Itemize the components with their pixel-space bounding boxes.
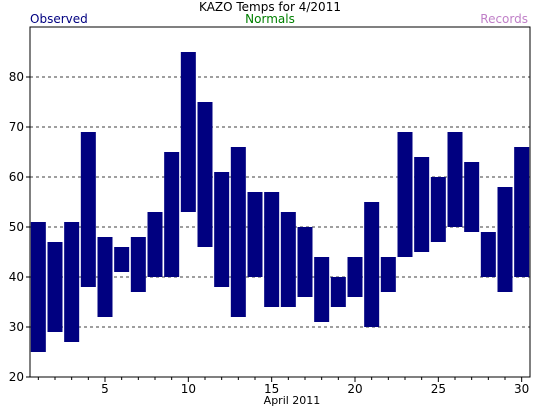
observed-bar <box>147 212 163 277</box>
legend-observed: Observed <box>30 12 88 26</box>
observed-bar <box>130 237 146 292</box>
observed-bar <box>397 132 413 257</box>
x-axis-label: April 2011 <box>264 394 321 406</box>
observed-bar <box>480 232 496 277</box>
y-tick-label: 30 <box>9 320 24 334</box>
chart-title: KAZO Temps for 4/2011 <box>199 0 341 14</box>
observed-bar <box>114 247 130 272</box>
y-tick-label: 40 <box>9 270 24 284</box>
observed-bar <box>430 177 446 242</box>
y-tick-label: 70 <box>9 120 24 134</box>
observed-bar <box>280 212 296 307</box>
observed-bar <box>514 147 530 277</box>
observed-bar <box>64 222 80 342</box>
grid-lines <box>30 76 530 328</box>
observed-bar <box>497 187 513 292</box>
x-tick-label: 15 <box>264 382 279 396</box>
observed-bar <box>47 242 63 332</box>
y-tick-label: 50 <box>9 220 24 234</box>
observed-bar <box>364 202 380 327</box>
observed-bar <box>297 227 313 297</box>
y-tick-label: 80 <box>9 70 24 84</box>
axes: 20 30 40 50 60 70 80 5 10 15 20 25 30 April 2011 <box>9 26 531 406</box>
x-tick-label: 5 <box>101 382 109 396</box>
observed-bar <box>447 132 463 227</box>
legend-records: Records <box>480 12 528 26</box>
observed-bar <box>214 172 230 287</box>
y-tick-label: 60 <box>9 170 24 184</box>
observed-bar <box>314 257 330 322</box>
observed-bar <box>30 222 46 352</box>
observed-bar <box>180 52 196 212</box>
observed-bar <box>230 147 246 317</box>
observed-bar <box>380 257 396 292</box>
observed-bar <box>330 277 346 307</box>
observed-bar <box>97 237 113 317</box>
observed-bar <box>247 192 263 277</box>
x-tick-label: 20 <box>347 382 362 396</box>
x-tick-label: 30 <box>514 382 529 396</box>
plot-frame <box>29 26 531 378</box>
observed-bar <box>464 162 480 232</box>
observed-bar <box>264 192 280 307</box>
observed-bars <box>30 52 530 352</box>
observed-bar <box>164 152 180 277</box>
observed-bar <box>414 157 430 252</box>
observed-bar <box>347 257 363 297</box>
x-tick-label: 10 <box>181 382 196 396</box>
x-tick-label: 25 <box>431 382 446 396</box>
legend-normals: Normals <box>245 12 295 26</box>
observed-bar <box>80 132 96 287</box>
y-tick-label: 20 <box>9 370 24 384</box>
observed-bar <box>197 102 213 247</box>
